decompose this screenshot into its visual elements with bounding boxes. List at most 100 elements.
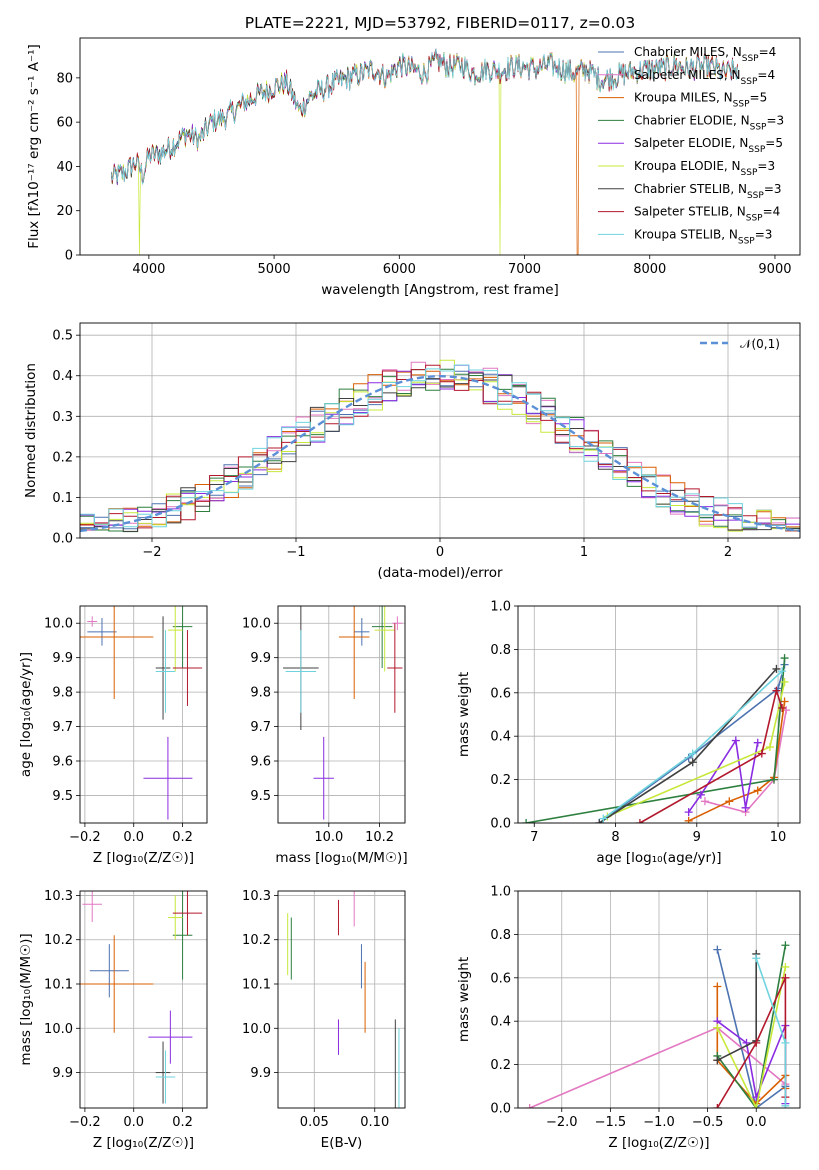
plus-marker bbox=[757, 749, 766, 758]
plot-area-age-vs-z bbox=[80, 606, 203, 820]
y-tick-label: 80 bbox=[56, 71, 73, 86]
y-tick-label: 0.4 bbox=[490, 730, 511, 745]
x-axis-label: (data-model)/error bbox=[377, 565, 503, 581]
x-axis-label: Z [log₁₀(Z/Z☉)] bbox=[93, 850, 194, 866]
y-tick-label: 0.4 bbox=[490, 1015, 511, 1030]
plus-marker bbox=[741, 803, 750, 812]
y-axis-label: Normed distribution bbox=[23, 363, 39, 498]
x-axis-label: E(B-V) bbox=[321, 1135, 363, 1151]
y-axis-label: age [log₁₀(age/yr)] bbox=[18, 652, 34, 777]
y-tick-label: 10.0 bbox=[242, 617, 271, 632]
weight-line bbox=[716, 977, 787, 1108]
plus-marker bbox=[752, 1038, 761, 1047]
axes-spectrum: 4000 5000 6000 7000 8000 9000 0 20 40 60 80 wavelen… bbox=[26, 37, 801, 298]
x-tick-label: 8000 bbox=[633, 262, 666, 277]
x-tick-label: −2.0 bbox=[546, 1115, 578, 1130]
plus-marker bbox=[752, 954, 761, 963]
x-tick-label: 0.10 bbox=[360, 1115, 389, 1130]
plus-marker bbox=[781, 941, 790, 950]
plot-area-age-vs-mass bbox=[283, 606, 403, 820]
plus-marker bbox=[688, 749, 697, 758]
y-tick-label: 9.9 bbox=[250, 1066, 271, 1081]
y-tick-label: 9.5 bbox=[250, 789, 271, 804]
plus-marker bbox=[731, 736, 740, 745]
plus-marker bbox=[778, 667, 787, 676]
y-tick-label: 9.9 bbox=[250, 651, 271, 666]
y-tick-label: 9.9 bbox=[52, 651, 73, 666]
plus-marker bbox=[522, 819, 531, 823]
plus-marker bbox=[713, 1104, 722, 1108]
plus-marker bbox=[753, 738, 762, 747]
y-tick-label: 9.6 bbox=[250, 755, 271, 770]
plus-marker bbox=[725, 797, 734, 806]
plus-marker bbox=[713, 982, 722, 991]
axes-age-vs-z: −0.2 0.0 0.2 9.5 9.6 9.7 9.8 9.9 10.0 Z [log₁₀(Z/… bbox=[18, 605, 208, 866]
y-tick-label: 10.0 bbox=[242, 1022, 271, 1037]
x-tick-label: 7 bbox=[530, 830, 538, 845]
spectrum-line bbox=[110, 48, 738, 185]
x-tick-label: 10 bbox=[770, 830, 787, 845]
normal-reference-curve bbox=[80, 374, 800, 533]
axes-mass-weight-vs-z: −2.0 −1.5 −1.0 −0.5 0.0 0.0 0.2 0.4 0.6 0.8 1.0 Z [… bbox=[456, 885, 801, 1151]
x-tick-label: −0.2 bbox=[69, 830, 101, 845]
plus-marker bbox=[753, 786, 762, 795]
figure-title: PLATE=2221, MJD=53792, FIBERID=0117, z=0… bbox=[245, 14, 635, 32]
y-tick-label: 0.1 bbox=[52, 491, 73, 506]
plus-marker bbox=[525, 1104, 534, 1108]
plot-area-mass-weight-vs-z bbox=[525, 941, 790, 1108]
axes-frame bbox=[79, 37, 801, 256]
y-tick-label: 0.0 bbox=[490, 1102, 511, 1117]
plus-marker bbox=[696, 790, 705, 799]
y-tick-label: 9.9 bbox=[52, 1066, 73, 1081]
plus-marker bbox=[752, 1104, 761, 1108]
x-tick-label: 4000 bbox=[132, 262, 165, 277]
plus-marker bbox=[700, 797, 709, 806]
plus-marker bbox=[688, 758, 697, 767]
x-tick-label: 0.0 bbox=[123, 830, 144, 845]
x-tick-label: 10.0 bbox=[314, 830, 343, 845]
plus-marker bbox=[772, 686, 781, 695]
y-tick-label: 0.2 bbox=[490, 1058, 511, 1073]
x-tick-label: 2 bbox=[724, 545, 732, 560]
y-tick-label: 10.2 bbox=[242, 933, 271, 948]
weight-line bbox=[716, 949, 786, 1108]
y-tick-label: 9.8 bbox=[52, 686, 73, 701]
plus-marker bbox=[713, 1023, 722, 1032]
y-tick-label: 0.0 bbox=[490, 817, 511, 832]
x-tick-label: 0.2 bbox=[172, 1115, 193, 1130]
y-tick-label: 0.5 bbox=[52, 329, 73, 344]
y-axis-label: mass weight bbox=[456, 672, 472, 757]
x-tick-label: −0.5 bbox=[692, 1115, 724, 1130]
axes-frame bbox=[79, 322, 801, 539]
y-tick-label: 40 bbox=[56, 160, 73, 175]
x-tick-label: −1.5 bbox=[595, 1115, 627, 1130]
x-tick-label: −1 bbox=[286, 545, 305, 560]
x-tick-label: 8 bbox=[611, 830, 619, 845]
x-tick-label: −2 bbox=[142, 545, 161, 560]
y-tick-label: 0.2 bbox=[490, 773, 511, 788]
axes-frame bbox=[517, 890, 801, 1109]
y-tick-label: 60 bbox=[56, 116, 73, 131]
plot-area-spectrum bbox=[110, 48, 738, 255]
axes-mass-vs-ebv: 0.05 0.10 9.9 10.0 10.1 10.2 10.3 E(B-V) bbox=[242, 889, 406, 1151]
y-tick-label: 20 bbox=[56, 204, 73, 219]
y-tick-label: 0.3 bbox=[52, 410, 73, 425]
axes-frame bbox=[79, 890, 208, 1109]
y-axis-label: mass weight bbox=[456, 957, 472, 1042]
plus-marker bbox=[781, 1101, 790, 1108]
plot-area-residual-hist bbox=[80, 359, 800, 533]
y-tick-label: 0.6 bbox=[490, 686, 511, 701]
weight-line bbox=[598, 664, 786, 823]
plus-marker bbox=[769, 775, 778, 784]
y-tick-label: 9.7 bbox=[250, 720, 271, 735]
y-tick-label: 0.4 bbox=[52, 369, 73, 384]
axes-mass-weight-vs-age: 7 8 9 10 0.0 0.2 0.4 0.6 0.8 1.0 age [log₁₀(age/yr… bbox=[456, 600, 801, 866]
y-tick-label: 9.7 bbox=[52, 720, 73, 735]
y-axis-label: mass [log₁₀(M/M☉)] bbox=[18, 933, 34, 1065]
y-tick-label: 0.8 bbox=[490, 643, 511, 658]
histogram-step bbox=[80, 372, 800, 532]
x-axis-label: Z [log₁₀(Z/Z☉)] bbox=[93, 1135, 194, 1151]
plus-marker bbox=[781, 1038, 790, 1047]
x-tick-label: 5000 bbox=[258, 262, 291, 277]
x-tick-label: −1.0 bbox=[643, 1115, 675, 1130]
